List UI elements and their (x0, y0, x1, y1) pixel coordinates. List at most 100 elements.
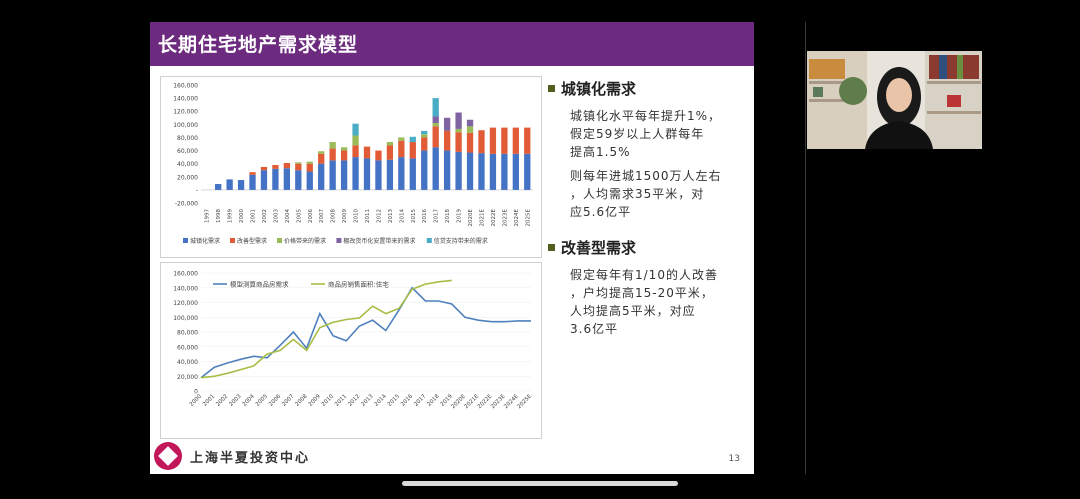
y-tick-label: 20,000 (177, 174, 198, 181)
bar-segment (432, 147, 439, 190)
y-tick-label: 40,000 (177, 161, 198, 168)
y-tick-label: 160,000 (173, 271, 198, 278)
slide-header-bar: 长期住宅地产需求模型 (150, 22, 754, 66)
bar-segment (260, 166, 268, 171)
improvement-heading: 改善型需求 (548, 237, 748, 258)
x-tick-label: 2011 (334, 394, 348, 408)
bar-segment (432, 123, 439, 127)
bar-segment (375, 160, 382, 190)
x-tick-label: 2007 (281, 393, 295, 407)
legend-label: 城镇化需求 (190, 237, 220, 245)
bar-segment (329, 142, 336, 149)
x-tick-label: 2006 (308, 209, 314, 223)
bar-chart-panel: 160,000 140,000 120,000 100,000 80,000 60,000… (160, 76, 542, 258)
improvement-text: 假定每年有1/10的人改善 ，户均提高15-20平米， 人均提高5平米，对应 3… (570, 268, 718, 336)
brand-logo-icon (154, 442, 182, 470)
y-tick-label: 140,000 (173, 96, 198, 103)
bar-segment (272, 168, 279, 190)
stacked-bar-chart: 160,000 140,000 120,000 100,000 80,000 60,000… (173, 83, 533, 245)
bar-segment (455, 128, 462, 133)
bar-segment (421, 134, 428, 138)
x-tick-label: 2013 (360, 393, 374, 407)
x-tick-label: 2019 (457, 209, 463, 223)
x-tick-label: 2017 (413, 393, 427, 407)
bar-segment (283, 163, 291, 169)
sales-area-line (200, 279, 452, 379)
bar-segment (455, 132, 462, 152)
y-tick-label: 80,000 (177, 330, 198, 337)
bar-segment (478, 153, 485, 190)
y-tick-label: 100,000 (173, 122, 198, 129)
bar-segment (306, 161, 313, 164)
bar-segment (340, 160, 348, 190)
bar-segment (352, 123, 359, 136)
x-tick-label: 2015 (411, 209, 417, 223)
bar-segment (466, 152, 474, 190)
x-tick-label: 2025E (516, 393, 533, 410)
y-tick-label: 120,000 (173, 300, 198, 307)
legend-swatch (336, 238, 342, 243)
bar-segment (352, 157, 359, 190)
bar-segment (295, 163, 302, 171)
x-tick-label: 2022E (491, 208, 497, 226)
bar-segment (329, 148, 336, 161)
urbanization-text-2: 则每年进城1500万人左右 ，人均需求35平米，对 应5.6亿平 (570, 169, 722, 219)
x-tick-label: 2007 (319, 209, 325, 223)
bar-segment (489, 127, 497, 154)
x-tick-label: 2023E (502, 208, 508, 226)
bar-segment (466, 119, 474, 127)
x-tick-label: 2024E (514, 208, 520, 226)
bar-segment (249, 172, 256, 175)
line-chart: 160,000 140,000 120,000 100,000 80,000 60,000… (173, 271, 533, 411)
bar-segment (237, 180, 245, 190)
y-tick-label: 160,000 (173, 83, 198, 90)
x-tick-label: 2001 (202, 394, 216, 408)
y-tick-label: 140,000 (173, 285, 198, 292)
bar-segment (318, 151, 325, 154)
slide-title: 长期住宅地产需求模型 (158, 34, 359, 56)
x-tick-label: 2014 (399, 209, 405, 223)
bar-segment (489, 153, 497, 190)
bar-segment (398, 140, 405, 158)
bar-segment (512, 153, 519, 190)
legend-label: 改善型需求 (237, 237, 267, 245)
y-tick-label: - (196, 187, 198, 194)
bar-segment (524, 153, 531, 190)
webcam-video[interactable] (807, 51, 982, 149)
y-tick-label: 0 (194, 389, 198, 396)
y-tick-label: -20,000 (175, 201, 198, 208)
y-tick-label: 120,000 (173, 109, 198, 116)
x-tick-label: 2002 (262, 209, 268, 223)
bar-segment (443, 130, 451, 151)
bar-segment (306, 163, 313, 172)
x-tick-label: 2009 (342, 209, 348, 223)
x-tick-label: 2014 (374, 393, 388, 407)
presentation-slide: 长期住宅地产需求模型 160,000 140,000 120,000 100,000 8… (150, 22, 754, 474)
bar-segment (478, 130, 485, 154)
x-tick-label: 2000 (189, 393, 203, 407)
bar-segment (409, 142, 416, 159)
divider (805, 22, 806, 474)
bar-segment (421, 130, 428, 135)
x-tick-label: 2011 (365, 209, 371, 223)
bar-segment (466, 132, 474, 153)
x-tick-label: 2013 (388, 209, 394, 223)
page-number: 13 (728, 454, 740, 464)
bar-segment (260, 170, 268, 190)
x-tick-label: 2009 (308, 393, 322, 407)
x-tick-label: 2018 (426, 393, 440, 407)
home-indicator[interactable] (402, 481, 678, 486)
x-tick-label: 2005 (255, 393, 269, 407)
x-tick-label: 2004 (285, 209, 291, 223)
x-tick-label: 2015 (387, 393, 401, 407)
x-tick-label: 2020E (468, 208, 474, 226)
legend-label: 信贷支持带来的需求 (434, 237, 488, 245)
legend-swatch (277, 238, 282, 243)
presenter-video-icon (807, 51, 982, 149)
x-tick-label: 2002 (215, 394, 229, 408)
x-tick-label: 2003 (228, 393, 242, 407)
bar-segment (409, 158, 416, 190)
urbanization-title: 城镇化需求 (561, 80, 637, 98)
bar-segment (352, 145, 359, 158)
bar-segment (249, 174, 256, 190)
